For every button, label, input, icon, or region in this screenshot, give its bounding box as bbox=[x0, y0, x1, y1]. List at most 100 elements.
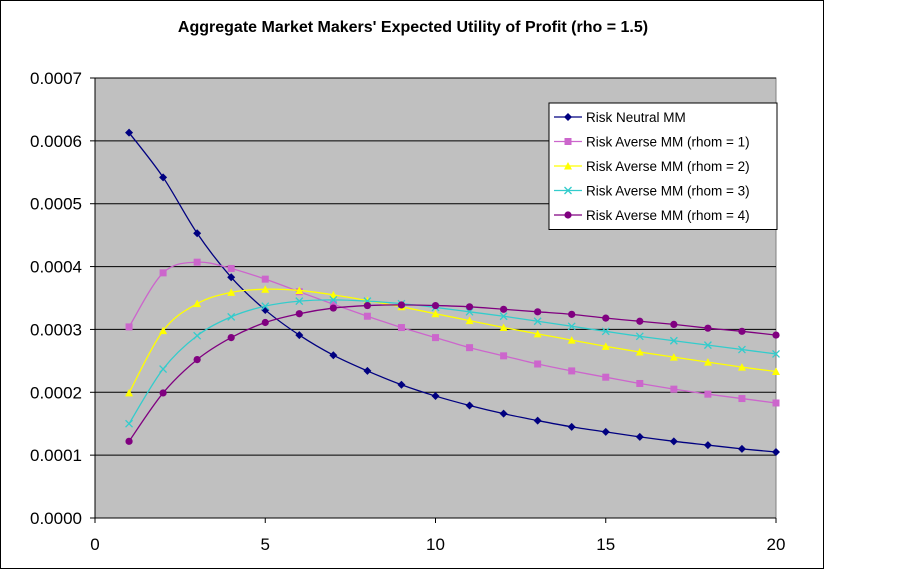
data-point bbox=[499, 323, 508, 332]
data-point bbox=[703, 358, 712, 366]
data-point bbox=[772, 399, 780, 407]
legend-label: Risk Averse MM (rhom = 2) bbox=[586, 159, 750, 174]
data-point bbox=[329, 351, 338, 360]
legend-label: Risk Averse MM (rhom = 1) bbox=[586, 135, 750, 150]
data-point bbox=[329, 300, 337, 308]
marker-stroke bbox=[772, 349, 780, 358]
data-point bbox=[329, 295, 338, 304]
legend-item: Risk Averse MM (rhom = 3) bbox=[554, 184, 750, 199]
data-point bbox=[669, 336, 678, 345]
data-point bbox=[159, 326, 168, 335]
marker-stroke bbox=[669, 336, 678, 345]
data-point bbox=[227, 288, 236, 296]
legend-label: Risk Averse MM (rhom = 3) bbox=[586, 184, 750, 199]
data-point bbox=[669, 353, 678, 361]
data-point bbox=[295, 331, 304, 340]
data-point bbox=[602, 373, 610, 381]
data-point bbox=[567, 336, 576, 344]
data-point bbox=[193, 258, 201, 266]
data-point bbox=[772, 349, 780, 358]
data-point bbox=[193, 229, 202, 238]
data-point bbox=[193, 299, 202, 308]
data-point bbox=[670, 385, 678, 393]
data-point bbox=[567, 322, 576, 331]
y-tick-label: 0.0007 bbox=[30, 69, 82, 88]
data-point bbox=[193, 356, 201, 364]
marker-stroke bbox=[159, 365, 168, 373]
data-point bbox=[635, 432, 644, 441]
data-point bbox=[261, 302, 270, 311]
data-point bbox=[431, 301, 440, 310]
legend-swatch-marker bbox=[564, 211, 572, 219]
data-point bbox=[772, 448, 780, 456]
data-point bbox=[466, 344, 474, 352]
axes: 0.0000 0.0001 0.0002 0.0003 0.0004 0.0005 0.00… bbox=[30, 69, 785, 554]
data-point bbox=[636, 379, 644, 387]
data-point bbox=[670, 320, 678, 328]
legend-item: Risk Averse MM (rhom = 4) bbox=[554, 208, 750, 223]
legend-item: Risk Averse MM (rhom = 1) bbox=[554, 135, 750, 150]
series-2 bbox=[125, 258, 780, 407]
y-tick-label: 0.0004 bbox=[30, 258, 82, 277]
data-point bbox=[125, 419, 134, 428]
data-point bbox=[465, 401, 474, 410]
marker-stroke bbox=[703, 341, 712, 350]
x-tick-label: 0 bbox=[90, 535, 99, 554]
marker-stroke bbox=[329, 295, 338, 304]
marker-stroke bbox=[227, 312, 236, 321]
data-point bbox=[363, 312, 371, 320]
series-group bbox=[125, 128, 780, 456]
series-3 bbox=[125, 285, 780, 397]
data-point bbox=[227, 273, 236, 282]
legend-swatch-marker bbox=[564, 113, 572, 121]
marker-stroke bbox=[125, 419, 134, 428]
data-point bbox=[159, 269, 167, 277]
data-point bbox=[397, 324, 405, 332]
data-point bbox=[772, 331, 780, 339]
data-point bbox=[295, 286, 304, 294]
x-tick-label: 15 bbox=[596, 535, 615, 554]
data-point bbox=[159, 389, 167, 397]
marker-stroke bbox=[295, 297, 304, 306]
data-point bbox=[125, 437, 133, 445]
data-point bbox=[704, 324, 712, 332]
legend-item: Risk Averse MM (rhom = 2) bbox=[554, 159, 750, 174]
data-point bbox=[159, 365, 168, 373]
series-5 bbox=[125, 301, 780, 445]
data-point bbox=[636, 317, 644, 325]
series-4 bbox=[125, 295, 780, 428]
data-point bbox=[329, 304, 337, 312]
data-point bbox=[568, 310, 576, 318]
data-point bbox=[534, 308, 542, 316]
data-point bbox=[737, 444, 746, 453]
data-point bbox=[533, 329, 542, 338]
data-point bbox=[397, 301, 406, 309]
marker-stroke bbox=[601, 327, 610, 336]
data-point bbox=[703, 341, 712, 350]
data-point bbox=[567, 422, 576, 431]
data-point bbox=[635, 332, 644, 341]
data-point bbox=[431, 392, 440, 401]
legend: Risk Neutral MM Risk Averse MM (rhom = 1)… bbox=[548, 102, 778, 230]
data-point bbox=[601, 427, 610, 436]
data-point bbox=[295, 297, 304, 306]
data-point bbox=[602, 314, 610, 322]
data-point bbox=[125, 323, 133, 331]
y-tick-label: 0.0000 bbox=[30, 509, 82, 528]
data-point bbox=[227, 312, 236, 321]
data-point bbox=[431, 309, 440, 318]
data-point bbox=[363, 301, 371, 310]
data-point bbox=[295, 310, 303, 318]
legend-swatch-marker bbox=[564, 186, 572, 195]
data-point bbox=[499, 312, 508, 321]
data-point bbox=[737, 363, 746, 371]
data-point bbox=[500, 352, 508, 360]
data-point bbox=[227, 334, 235, 342]
data-point bbox=[738, 327, 746, 335]
data-point bbox=[465, 316, 474, 325]
data-point bbox=[261, 275, 269, 283]
x-tick-label: 10 bbox=[426, 535, 445, 554]
data-point bbox=[738, 395, 746, 403]
data-point bbox=[329, 290, 338, 299]
data-point bbox=[737, 345, 746, 354]
